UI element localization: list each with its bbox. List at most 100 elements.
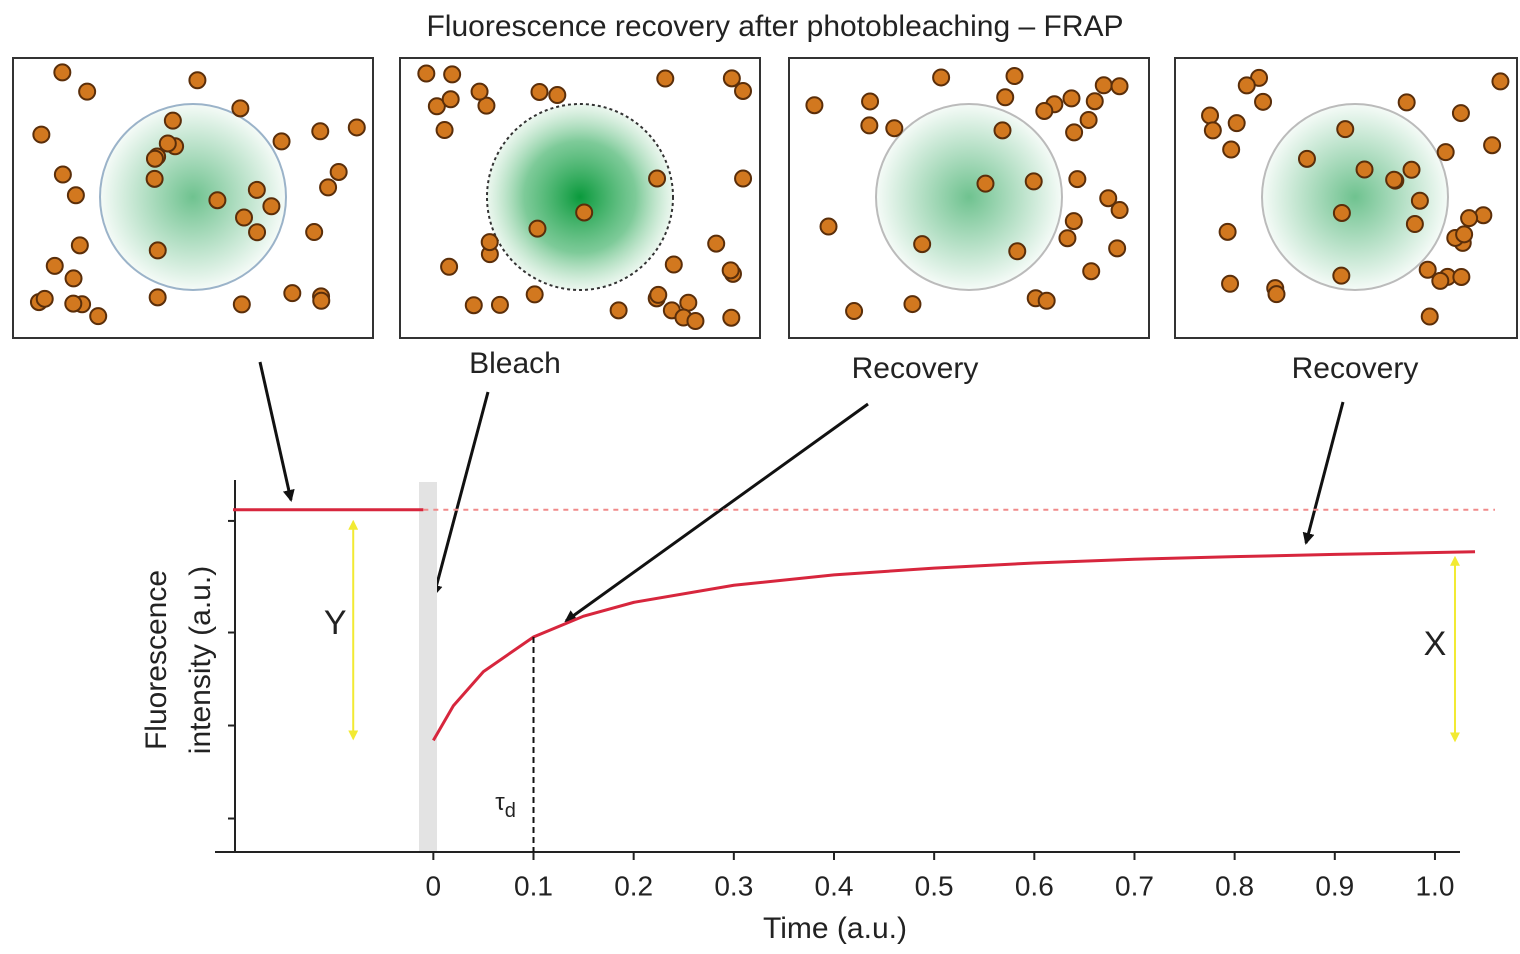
molecule xyxy=(319,178,338,197)
molecule xyxy=(490,295,509,314)
molecule xyxy=(1410,191,1429,210)
x-tick-label: 0.1 xyxy=(514,870,553,901)
molecule xyxy=(845,302,864,321)
molecule xyxy=(1431,271,1450,290)
molecule xyxy=(1332,203,1351,222)
molecule xyxy=(1108,239,1127,258)
molecule xyxy=(528,219,547,238)
molecule xyxy=(993,121,1012,140)
annotation: Y xyxy=(324,604,347,642)
molecule xyxy=(1355,160,1374,179)
molecule xyxy=(1082,262,1101,281)
molecule xyxy=(1085,92,1104,111)
molecule xyxy=(70,236,89,255)
molecule xyxy=(1203,121,1222,140)
molecule xyxy=(530,82,549,101)
molecule xyxy=(1201,106,1220,125)
molecule xyxy=(148,288,167,307)
molecule xyxy=(679,293,698,312)
molecule xyxy=(312,291,331,310)
molecule xyxy=(1094,76,1113,95)
molecule xyxy=(188,71,207,90)
molecule xyxy=(1254,92,1273,111)
molecule xyxy=(248,223,267,242)
x-tick-label: 0.8 xyxy=(1215,870,1254,901)
molecule xyxy=(996,88,1015,107)
molecule xyxy=(1222,140,1241,159)
roi-circle xyxy=(875,103,1063,291)
molecule xyxy=(722,308,741,327)
molecule xyxy=(208,191,227,210)
molecule xyxy=(1221,274,1240,293)
pointer-arrows xyxy=(258,361,1345,623)
molecule xyxy=(64,269,83,288)
molecule xyxy=(1062,89,1081,108)
molecule xyxy=(860,116,879,135)
molecule xyxy=(1068,170,1087,189)
x-tick-label: 0.7 xyxy=(1115,870,1154,901)
roi-circle xyxy=(486,103,674,291)
molecule xyxy=(734,169,753,188)
panels xyxy=(12,57,1518,339)
molecule xyxy=(575,203,594,222)
pointer-arrow xyxy=(1302,401,1345,545)
molecule xyxy=(232,295,251,314)
molecule xyxy=(1037,291,1056,310)
molecule xyxy=(1402,160,1421,179)
x-tick-label: 0.9 xyxy=(1315,870,1354,901)
molecule xyxy=(1065,123,1084,142)
pointer-arrow xyxy=(258,361,295,502)
panel-label: Bleach xyxy=(469,347,561,380)
molecule xyxy=(145,149,164,168)
molecule xyxy=(247,180,266,199)
molecule xyxy=(1460,209,1479,228)
molecule xyxy=(976,174,995,193)
molecule xyxy=(932,68,951,87)
molecule xyxy=(1079,110,1098,129)
molecule xyxy=(163,111,182,130)
molecule xyxy=(235,208,254,227)
molecule xyxy=(1474,206,1493,225)
molecule xyxy=(148,241,167,260)
molecule xyxy=(1024,172,1043,191)
molecule xyxy=(470,82,489,101)
molecule xyxy=(1227,114,1246,133)
molecule xyxy=(1035,101,1054,120)
molecule xyxy=(1436,143,1455,162)
molecule xyxy=(305,223,324,242)
molecule xyxy=(53,63,72,82)
molecule xyxy=(440,257,459,276)
molecule xyxy=(417,64,436,83)
chart-title: Fluorescence recovery after photobleachi… xyxy=(426,10,1123,43)
molecule xyxy=(1218,222,1237,241)
x-tick-label: 0.2 xyxy=(614,870,653,901)
molecule xyxy=(1267,285,1286,304)
annotation-subscript: d xyxy=(505,800,516,822)
molecule xyxy=(525,285,544,304)
x-axis-title: Time (a.u.) xyxy=(763,912,907,945)
molecule xyxy=(1005,67,1024,86)
x-tick-label: 1.0 xyxy=(1415,870,1454,901)
molecule xyxy=(64,294,83,313)
molecule xyxy=(145,169,164,188)
molecule xyxy=(1491,72,1510,91)
y-axis-title-line: intensity (a.u.) xyxy=(184,566,217,754)
molecule xyxy=(656,69,675,88)
molecule xyxy=(1452,267,1471,286)
data-line xyxy=(432,550,1476,742)
molecule xyxy=(649,285,668,304)
molecule xyxy=(45,256,64,275)
molecule xyxy=(443,65,462,84)
molecule xyxy=(283,284,302,303)
y-axis-title-line: Fluorescence xyxy=(140,570,173,750)
molecule xyxy=(329,162,348,181)
molecule xyxy=(464,296,483,315)
molecule xyxy=(1397,93,1416,112)
molecule xyxy=(1058,229,1077,248)
molecule xyxy=(1420,307,1439,326)
molecule xyxy=(1385,170,1404,189)
molecule xyxy=(648,169,667,188)
molecule xyxy=(1332,266,1351,285)
molecule xyxy=(1237,76,1256,95)
